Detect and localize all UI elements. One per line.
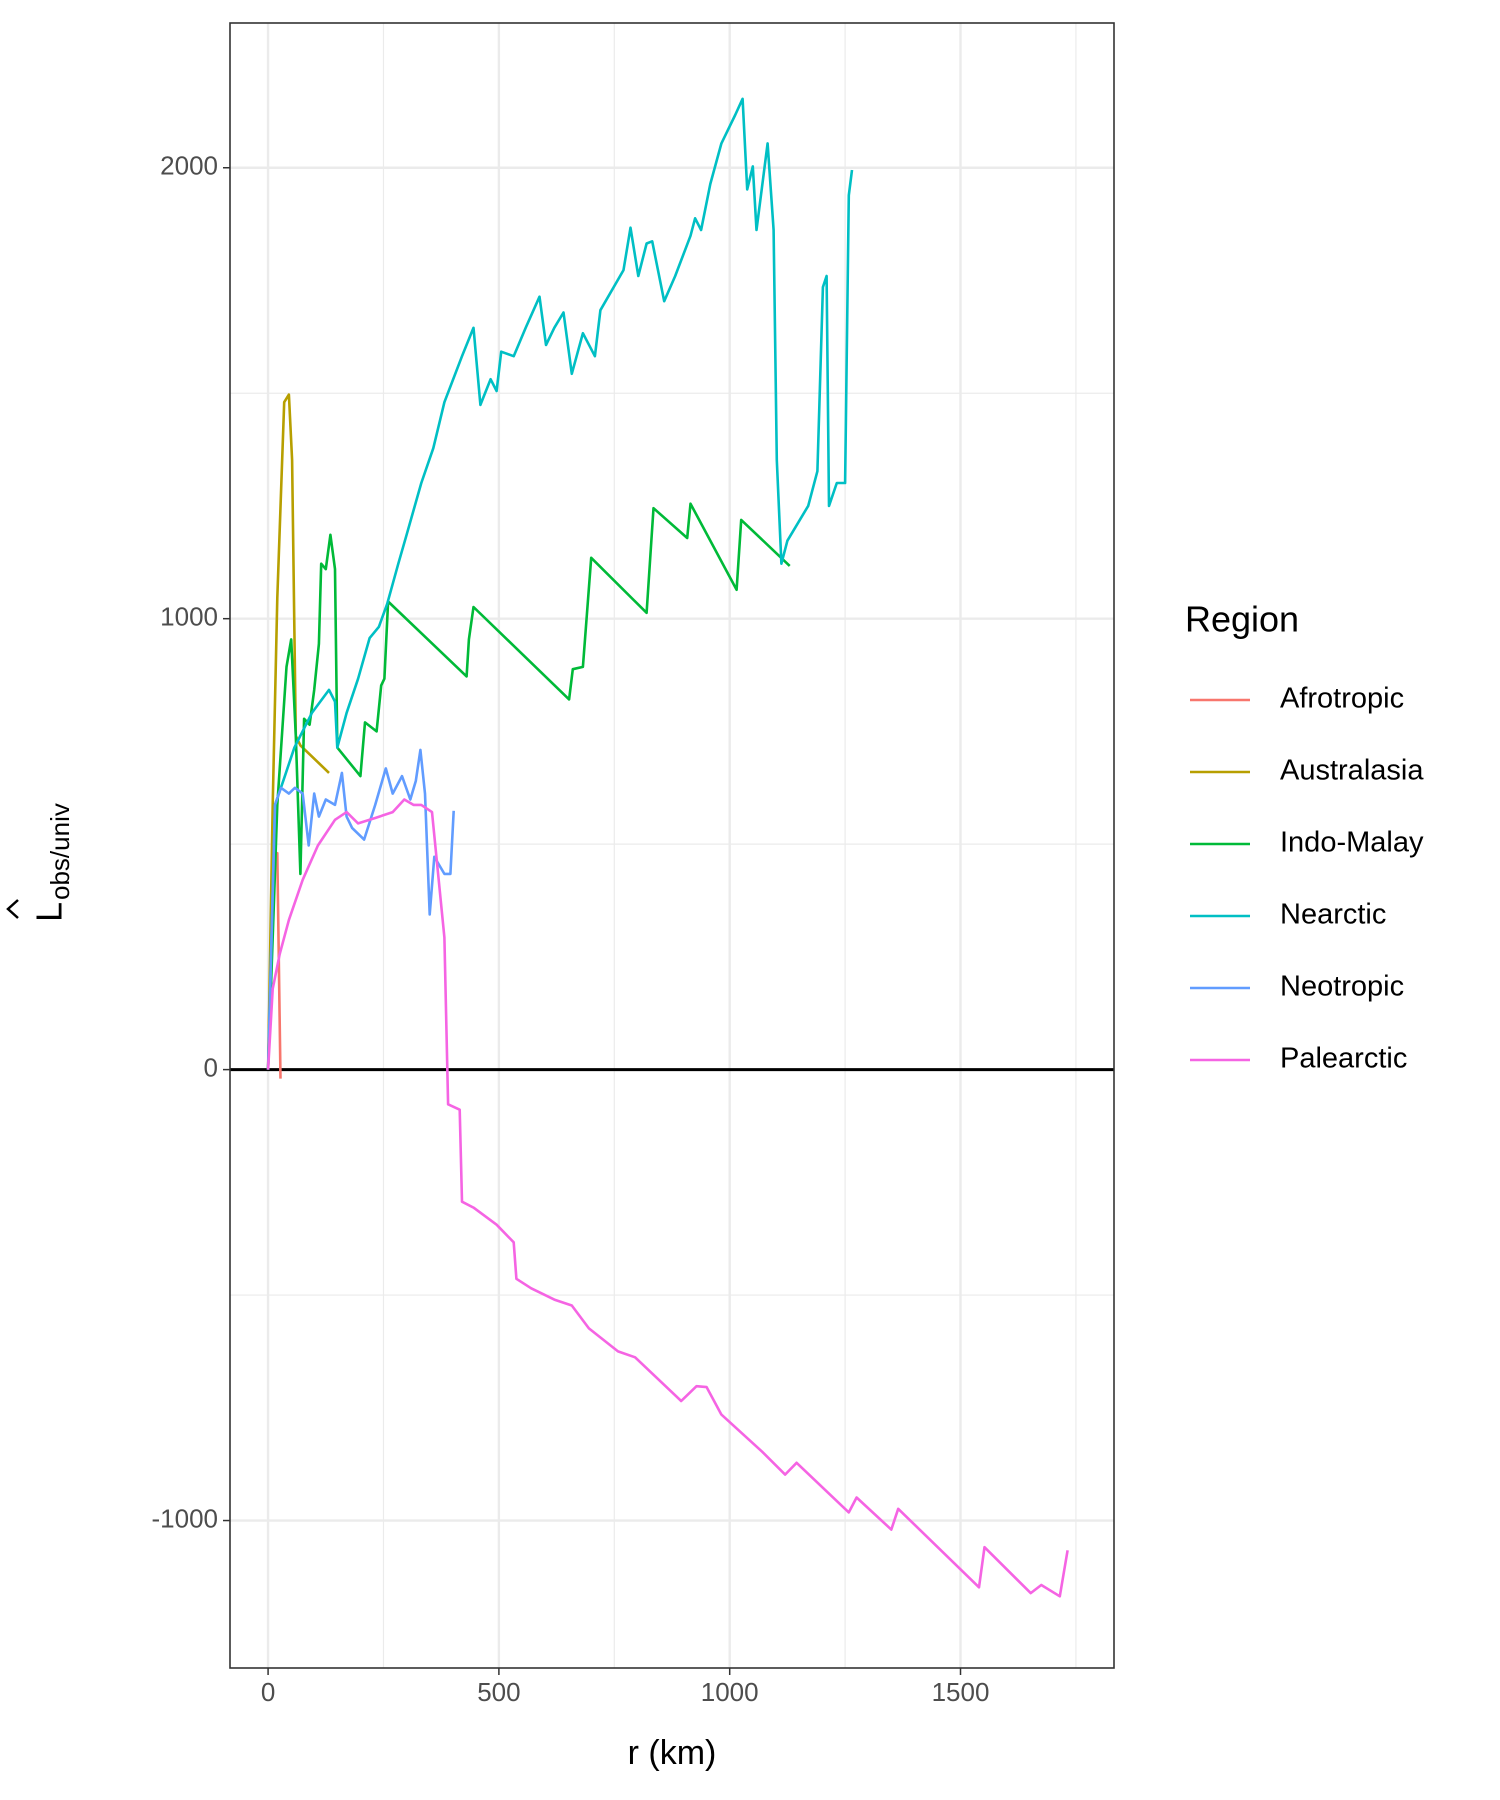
y-axis-title-main: L <box>29 902 70 922</box>
x-tick-label: 0 <box>261 1677 275 1707</box>
series-line <box>266 502 791 1070</box>
x-axis-title: r (km) <box>628 1734 717 1772</box>
y-axis-title-sub: obs/univ <box>45 803 75 900</box>
legend-label: Neotropic <box>1280 971 1404 1003</box>
hat <box>6 899 19 919</box>
x-tick-label: 1000 <box>701 1677 759 1707</box>
legend-label: Indo-Malay <box>1280 827 1424 859</box>
legend-title: Region <box>1185 599 1299 640</box>
y-tick-label: 2000 <box>160 151 218 181</box>
series-line <box>266 393 330 1070</box>
y-axis-title: L obs/univ <box>6 803 75 922</box>
y-tick-label: 1000 <box>160 602 218 632</box>
legend-label: Nearctic <box>1280 899 1386 931</box>
legend-label: Australasia <box>1280 755 1424 787</box>
panel-border <box>229 22 1115 1669</box>
series-line <box>266 748 455 1070</box>
x-tick-label: 1500 <box>932 1677 990 1707</box>
legend-label: Palearctic <box>1280 1043 1407 1075</box>
legend-label: Afrotropic <box>1280 683 1404 715</box>
y-tick-label: -1000 <box>152 1503 219 1533</box>
series-line <box>266 97 854 1070</box>
x-tick-label: 500 <box>477 1677 520 1707</box>
y-tick-label: 0 <box>204 1052 218 1082</box>
series-line <box>266 798 1069 1598</box>
